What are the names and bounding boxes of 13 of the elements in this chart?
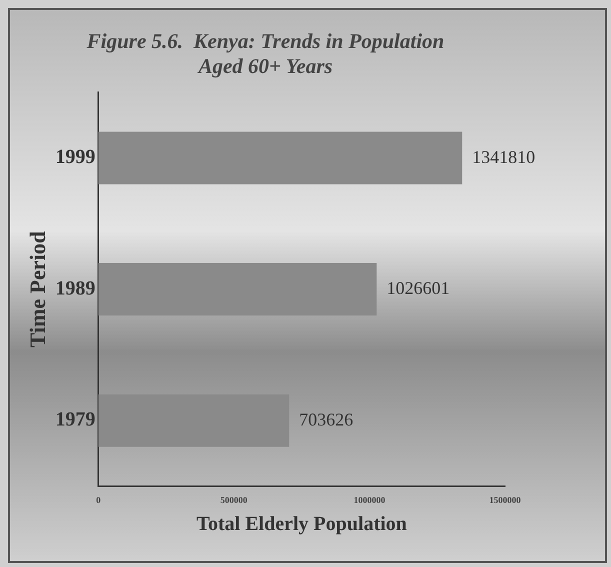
x-tick-label: 500000: [220, 494, 248, 505]
data-label: 1341810: [472, 146, 536, 167]
y-axis-title: Time Period: [24, 231, 50, 348]
x-tick-label: 1000000: [354, 494, 386, 505]
data-label: 1026601: [386, 278, 450, 298]
data-label: 703626: [299, 409, 354, 430]
y-tick-label: 1989: [55, 277, 96, 300]
x-axis-title: Total Elderly Population: [196, 513, 407, 536]
y-tick-label: 1999: [55, 146, 96, 168]
x-tick-label: 1500000: [489, 494, 522, 505]
chart-title: Figure 5.6. Kenya: Trends in Population Aged 60+ Years: [86, 29, 444, 78]
y-tick-label: 1979: [55, 408, 96, 431]
x-tick-label: 0: [96, 494, 102, 505]
